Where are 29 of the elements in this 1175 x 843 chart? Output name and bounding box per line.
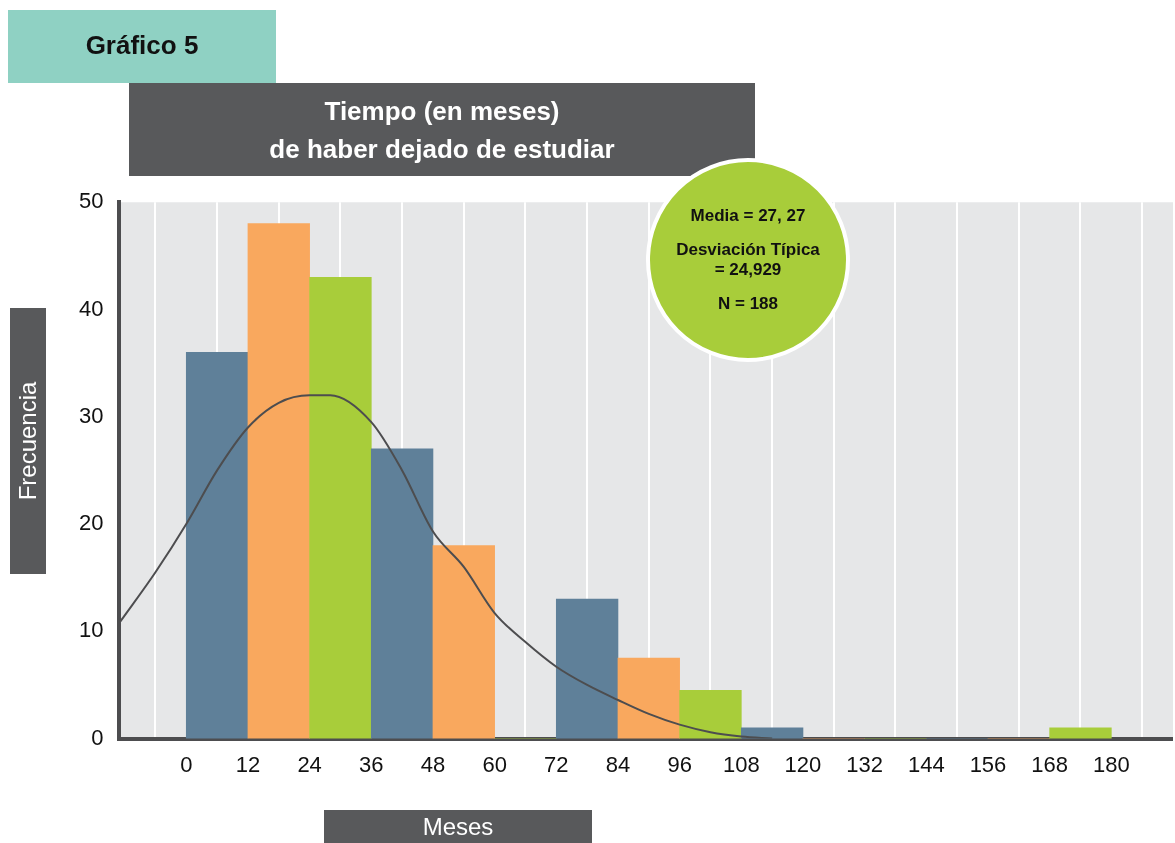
x-tick-label: 0: [180, 751, 193, 777]
annotation: Desviación Típica = 24,929: [675, 240, 821, 280]
y-tick-label: 30: [78, 402, 104, 428]
x-tick-label: 24: [297, 751, 322, 777]
x-tick-label: 84: [605, 751, 631, 777]
x-tick-label: 168: [1031, 751, 1069, 777]
y-tick-label: 0: [91, 724, 104, 750]
x-tick-label: 72: [544, 751, 569, 777]
x-tick-label: 144: [907, 751, 945, 777]
x-tick-label: 132: [846, 751, 884, 777]
x-tick-label: 120: [784, 751, 822, 777]
x-tick-label: 96: [667, 751, 692, 777]
x-tick-label: 12: [235, 751, 261, 777]
x-tick-label: 60: [482, 751, 507, 777]
x-axis-title: Meses: [324, 810, 592, 843]
x-tick-label: 36: [359, 751, 384, 777]
y-axis-title: Frecuencia: [14, 381, 42, 501]
y-tick-label: 20: [78, 510, 104, 536]
x-tick-label: 108: [722, 751, 760, 777]
annotation: Media = 27, 27: [689, 206, 807, 226]
y-tick-label: 40: [78, 295, 104, 321]
x-tick-label: 180: [1092, 751, 1130, 777]
x-tick-label: 48: [420, 751, 446, 777]
y-tick-label: 10: [78, 617, 104, 643]
y-tick-label: 50: [78, 188, 104, 214]
annotation: N = 188: [717, 294, 779, 314]
chart-subtitle: Gráfico 5: [8, 10, 276, 83]
x-tick-label: 156: [969, 751, 1007, 777]
chart-title: Tiempo (en meses) de haber dejado de estudiar: [129, 83, 755, 176]
